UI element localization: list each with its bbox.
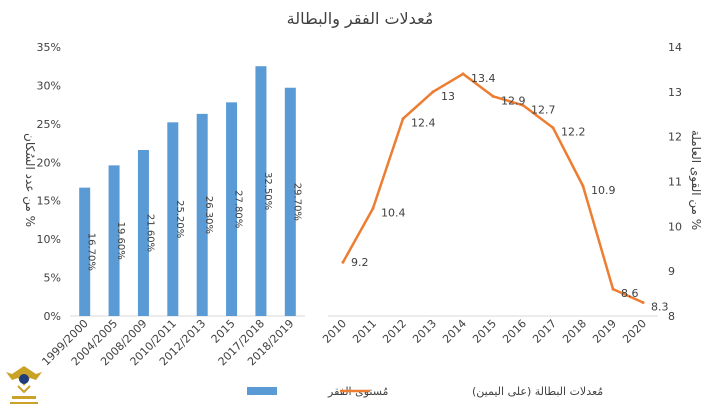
right-x-tick: 2014 (440, 317, 469, 346)
line-point (491, 94, 495, 98)
line-data-labels: 9.2 10.4 12.4 13 13.4 12.9 12.7 12.2 10.9 8.6 8.3 (351, 72, 669, 314)
line-point (551, 126, 555, 130)
left-y-tick: 15% (37, 195, 61, 208)
bar (79, 187, 91, 316)
left-y-axis-label: % من عدد السُكان (22, 133, 37, 227)
left-x-axis-ticks: 1999/20002004/20052008/20092010/20112012… (39, 317, 296, 368)
left-y-tick: 0% (44, 310, 61, 323)
right-x-tick: 2017 (530, 317, 559, 346)
right-y-tick: 11 (668, 176, 682, 189)
line-data-label: 8.6 (621, 287, 639, 300)
bar-data-label: 25.20% (174, 200, 185, 238)
bar (137, 149, 149, 316)
line-point (461, 72, 465, 76)
line-data-label: 12.9 (501, 94, 526, 107)
right-x-tick: 2010 (320, 317, 349, 346)
left-y-tick: 20% (37, 156, 61, 169)
line-data-label: 10.4 (381, 206, 406, 219)
right-y-tick: 10 (668, 220, 682, 233)
legend-line-label: مُعدلات البطالة (على اليمين) (472, 385, 603, 398)
line-data-label: 12.4 (411, 117, 436, 130)
line-data-label: 10.9 (591, 184, 616, 197)
bar-data-label: 27.80% (233, 190, 244, 228)
left-y-tick: 5% (44, 272, 61, 285)
bar-data-label: 29.70% (291, 183, 302, 221)
bar-data-label: 26.30% (203, 196, 214, 234)
right-x-tick: 2016 (500, 317, 529, 346)
line-data-label: 13.4 (471, 72, 496, 85)
bar-series (79, 66, 296, 316)
line-point (371, 206, 375, 210)
right-y-axis-ticks: 8 9 10 11 12 13 14 (668, 41, 682, 323)
line-point (641, 301, 645, 305)
bar-data-label: 16.70% (86, 233, 97, 271)
line-point (431, 90, 435, 94)
bar-data-label: 32.50% (262, 172, 273, 210)
line-point (521, 103, 525, 107)
legend-bar-swatch (247, 387, 277, 395)
bar (196, 113, 208, 316)
bar-data-labels: 16.70% 19.60% 21.60% 25.20% 26.30% 27.80% 32.5… (86, 172, 303, 271)
right-y-tick: 9 (668, 265, 675, 278)
line-point (581, 184, 585, 188)
right-y-axis-label: % من القوى العاملة (688, 130, 703, 230)
bar (108, 165, 120, 316)
chart-title: مُعدلات الفقر والبطالة (287, 9, 434, 29)
emblem-logo (6, 366, 42, 404)
right-x-axis-ticks: 2010 2011 2012 2013 2014 2015 2016 2017 2018 2019… (320, 317, 649, 346)
line-data-label: 8.3 (651, 301, 669, 314)
left-y-tick: 35% (37, 41, 61, 54)
left-y-tick: 25% (37, 118, 61, 131)
bar-data-label: 19.60% (115, 222, 126, 260)
legend: مُستوى الفقر مُعدلات البطالة (على اليمين… (247, 385, 603, 398)
right-x-tick: 2018 (560, 317, 589, 346)
line-point (341, 260, 345, 264)
line-points (341, 72, 645, 305)
bar (226, 102, 238, 316)
right-x-tick: 2019 (590, 317, 619, 346)
bar (167, 122, 179, 316)
line-data-label: 12.7 (531, 103, 556, 116)
right-x-tick: 2013 (410, 317, 439, 346)
right-x-tick: 2015 (470, 317, 499, 346)
line-point (401, 117, 405, 121)
line-data-label: 12.2 (561, 126, 586, 139)
right-x-tick: 2012 (380, 317, 409, 346)
right-x-tick: 2020 (620, 317, 649, 346)
right-x-tick: 2011 (350, 317, 379, 346)
line-data-label: 9.2 (351, 256, 369, 269)
left-y-tick: 30% (37, 79, 61, 92)
bar-data-label: 21.60% (144, 214, 155, 252)
left-y-tick: 10% (37, 233, 61, 246)
left-y-axis-ticks: 0% 5% 10% 15% 20% 25% 30% 35% (37, 41, 61, 323)
line-data-label: 13 (441, 90, 455, 103)
right-y-tick: 12 (668, 131, 682, 144)
bar (255, 66, 267, 316)
right-y-tick: 14 (668, 41, 682, 54)
right-y-tick: 13 (668, 86, 682, 99)
bar (284, 87, 296, 316)
right-y-tick: 8 (668, 310, 675, 323)
line-point (611, 287, 615, 291)
